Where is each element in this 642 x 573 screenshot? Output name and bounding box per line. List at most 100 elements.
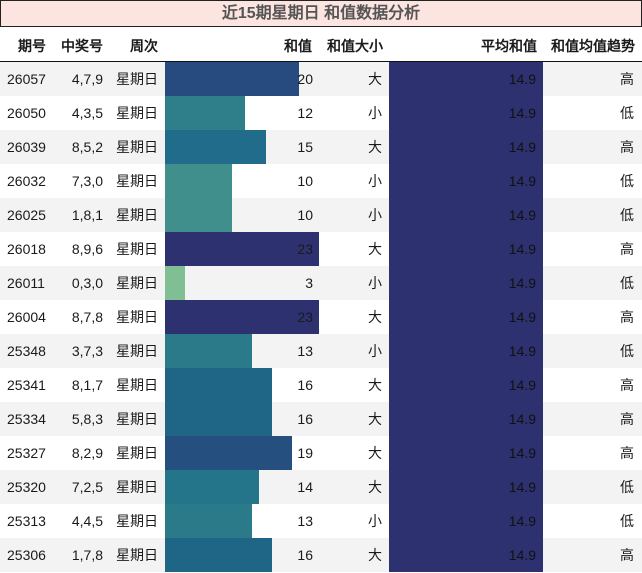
sum-cell: 16 <box>297 547 313 563</box>
avg-cell: 14.9 <box>508 343 536 359</box>
issue-cell: 26018 <box>7 241 46 257</box>
trend-cell: 低 <box>620 173 634 189</box>
sum-cell: 13 <box>297 343 313 359</box>
sum-cell: 10 <box>297 207 313 223</box>
issue-cell: 26025 <box>7 207 46 223</box>
avg-bar <box>389 130 543 164</box>
table-header: 期号 中奖号 周次 和值 和值大小 平均和值 和值均值趋势 <box>0 27 642 62</box>
size-cell: 大 <box>368 377 382 393</box>
numbers-cell: 4,3,5 <box>71 105 103 121</box>
sum-bar <box>165 436 292 470</box>
avg-cell: 14.9 <box>508 377 536 393</box>
table-row: 26057 4,7,9 星期日 20 大 14.9 高 <box>0 62 642 96</box>
size-cell: 大 <box>368 479 382 495</box>
trend-cell: 低 <box>620 275 634 291</box>
table-body: 26057 4,7,9 星期日 20 大 14.9 高 26050 4,3,5 星期日 12 小 14.… <box>0 62 642 572</box>
table-row: 25334 5,8,3 星期日 16 大 14.9 高 <box>0 402 642 436</box>
weekday-cell: 星期日 <box>116 241 158 257</box>
table-title: 近15期星期日 和值数据分析 <box>0 0 642 27</box>
trend-cell: 高 <box>620 445 634 461</box>
size-cell: 小 <box>368 173 382 189</box>
avg-cell: 14.9 <box>508 479 536 495</box>
size-cell: 小 <box>368 275 382 291</box>
avg-bar <box>389 470 543 504</box>
sum-bar <box>165 198 232 232</box>
weekday-cell: 星期日 <box>116 139 158 155</box>
table-row: 25306 1,7,8 星期日 16 大 14.9 高 <box>0 538 642 572</box>
weekday-cell: 星期日 <box>116 71 158 87</box>
numbers-cell: 1,7,8 <box>71 547 103 563</box>
issue-cell: 26004 <box>7 309 46 325</box>
size-cell: 大 <box>368 71 382 87</box>
header-sum: 和值 <box>284 38 312 54</box>
weekday-cell: 星期日 <box>116 275 158 291</box>
trend-cell: 高 <box>620 139 634 155</box>
weekday-cell: 星期日 <box>116 547 158 563</box>
sum-cell: 20 <box>297 71 313 87</box>
sum-bar <box>165 402 272 436</box>
numbers-cell: 5,8,3 <box>71 411 103 427</box>
avg-cell: 14.9 <box>508 207 536 223</box>
sum-cell: 23 <box>297 309 313 325</box>
issue-cell: 25327 <box>7 445 46 461</box>
sum-cell: 23 <box>297 241 313 257</box>
trend-cell: 低 <box>620 513 634 529</box>
avg-cell: 14.9 <box>508 547 536 563</box>
header-avg: 平均和值 <box>481 38 537 54</box>
sum-bar <box>165 164 232 198</box>
numbers-cell: 0,3,0 <box>71 275 103 291</box>
issue-cell: 25306 <box>7 547 46 563</box>
table-row: 25341 8,1,7 星期日 16 大 14.9 高 <box>0 368 642 402</box>
avg-cell: 14.9 <box>508 241 536 257</box>
table-row: 26011 0,3,0 星期日 3 小 14.9 低 <box>0 266 642 300</box>
sum-bar <box>165 504 252 538</box>
issue-cell: 25334 <box>7 411 46 427</box>
sum-cell: 16 <box>297 377 313 393</box>
sum-bar <box>165 96 245 130</box>
numbers-cell: 8,1,7 <box>71 377 103 393</box>
trend-cell: 低 <box>620 343 634 359</box>
avg-bar <box>389 96 543 130</box>
sum-bar <box>165 334 252 368</box>
avg-cell: 14.9 <box>508 275 536 291</box>
sum-cell: 12 <box>297 105 313 121</box>
size-cell: 大 <box>368 241 382 257</box>
sum-bar <box>165 130 266 164</box>
table-row: 26025 1,8,1 星期日 10 小 14.9 低 <box>0 198 642 232</box>
weekday-cell: 星期日 <box>116 411 158 427</box>
sum-cell: 16 <box>297 411 313 427</box>
avg-bar <box>389 402 543 436</box>
weekday-cell: 星期日 <box>116 445 158 461</box>
avg-bar <box>389 436 543 470</box>
table-row: 26018 8,9,6 星期日 23 大 14.9 高 <box>0 232 642 266</box>
avg-bar <box>389 334 543 368</box>
table-row: 26039 8,5,2 星期日 15 大 14.9 高 <box>0 130 642 164</box>
trend-cell: 低 <box>620 207 634 223</box>
header-size: 和值大小 <box>327 38 383 54</box>
avg-bar <box>389 504 543 538</box>
weekday-cell: 星期日 <box>116 513 158 529</box>
trend-cell: 高 <box>620 241 634 257</box>
sum-cell: 13 <box>297 513 313 529</box>
avg-bar <box>389 300 543 334</box>
table-row: 25327 8,2,9 星期日 19 大 14.9 高 <box>0 436 642 470</box>
trend-cell: 高 <box>620 547 634 563</box>
weekday-cell: 星期日 <box>116 377 158 393</box>
issue-cell: 25320 <box>7 479 46 495</box>
avg-cell: 14.9 <box>508 445 536 461</box>
avg-cell: 14.9 <box>508 513 536 529</box>
trend-cell: 低 <box>620 479 634 495</box>
numbers-cell: 1,8,1 <box>71 207 103 223</box>
table-row: 26050 4,3,5 星期日 12 小 14.9 低 <box>0 96 642 130</box>
avg-cell: 14.9 <box>508 411 536 427</box>
issue-cell: 25341 <box>7 377 46 393</box>
numbers-cell: 8,2,9 <box>71 445 103 461</box>
numbers-cell: 4,7,9 <box>71 71 103 87</box>
avg-bar <box>389 198 543 232</box>
trend-cell: 高 <box>620 309 634 325</box>
avg-bar <box>389 164 543 198</box>
issue-cell: 25313 <box>7 513 46 529</box>
size-cell: 小 <box>368 513 382 529</box>
weekday-cell: 星期日 <box>116 105 158 121</box>
weekday-cell: 星期日 <box>116 343 158 359</box>
